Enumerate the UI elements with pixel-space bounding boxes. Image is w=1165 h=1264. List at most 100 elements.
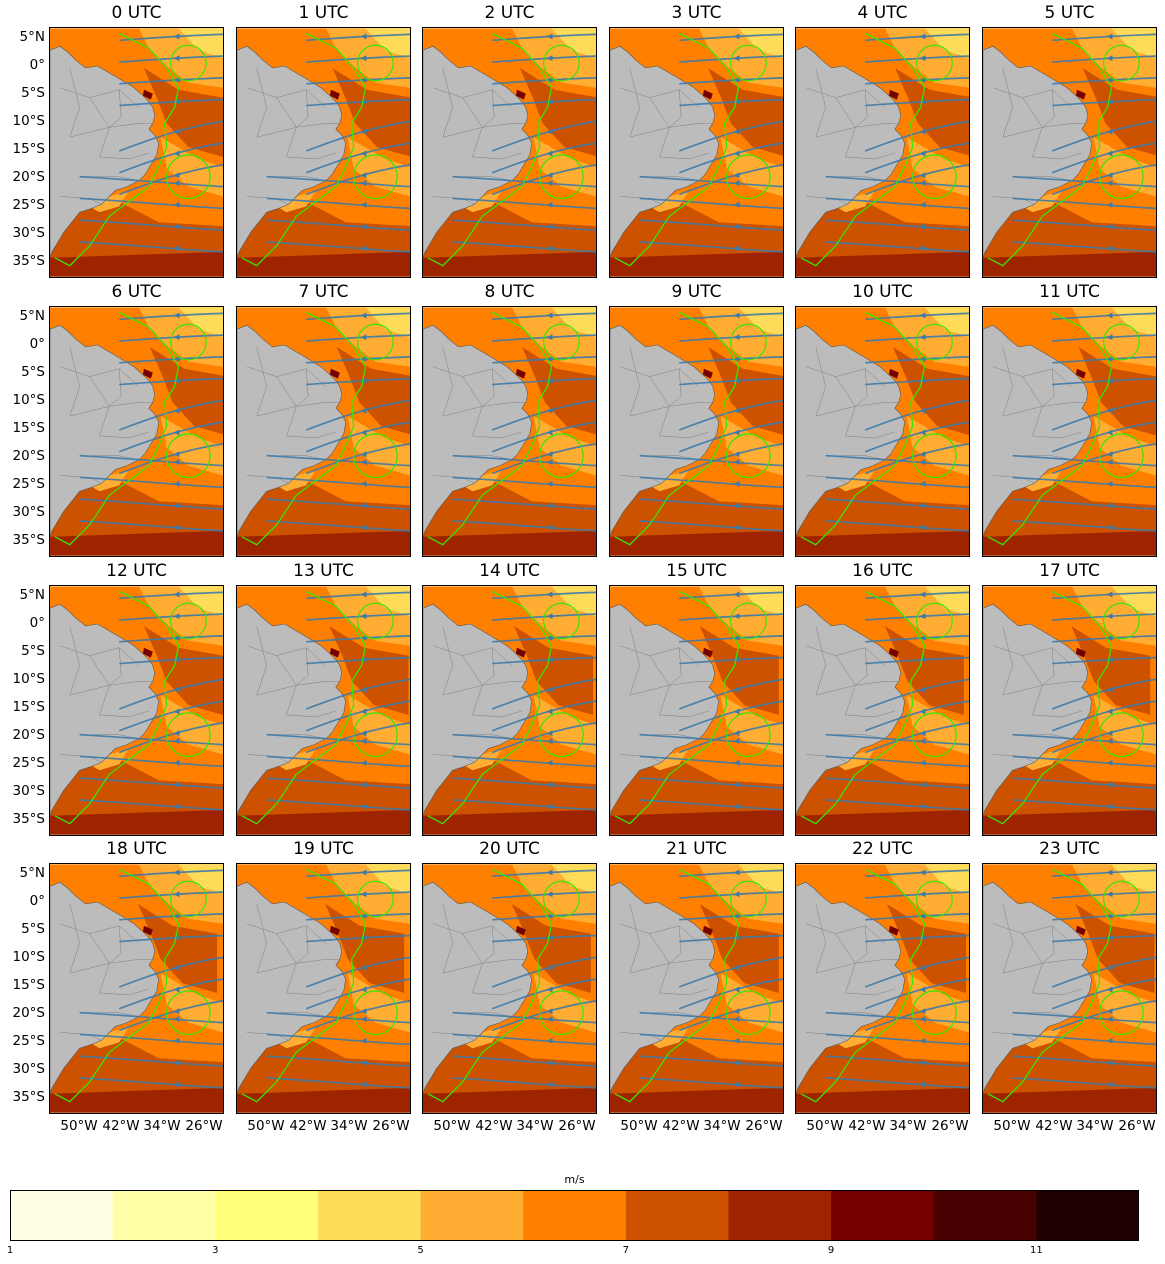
streamline — [1012, 777, 1156, 789]
wind-speed-band — [906, 973, 969, 1033]
state-boundary — [992, 366, 1043, 437]
streamline-arrow — [919, 934, 926, 941]
streamline — [865, 98, 969, 107]
wind-speed-band — [143, 625, 223, 715]
wind-speed-band — [50, 809, 223, 835]
map-panel: 13 UTC — [236, 561, 411, 836]
streamline-arrow — [360, 223, 367, 230]
state-boundary — [659, 988, 709, 996]
streamline-arrow — [546, 377, 553, 384]
streamline — [306, 891, 410, 899]
state-boundary — [1032, 431, 1082, 439]
streamline-arrow — [546, 686, 553, 693]
streamline-arrow — [1106, 524, 1113, 531]
region-boundary — [912, 433, 957, 479]
streamline-arrow — [360, 128, 367, 135]
region-boundary — [726, 990, 771, 1036]
wind-speed-band — [699, 625, 779, 715]
streamline — [678, 956, 783, 988]
streamline-arrow — [546, 480, 553, 487]
state-boundary — [462, 647, 513, 666]
streamline — [305, 443, 410, 475]
streamline-arrow — [546, 730, 553, 737]
longitude-label: 34°W — [143, 1118, 181, 1134]
state-boundary — [246, 923, 297, 994]
state-boundary — [855, 402, 899, 407]
streamline-arrow — [1106, 634, 1113, 641]
streamline-arrow — [173, 1081, 180, 1088]
streamline — [1052, 891, 1156, 899]
streamline-arrow — [1106, 738, 1113, 745]
region-boundary — [54, 32, 180, 267]
streamline-arrow — [546, 708, 553, 715]
map-panel: 12 UTC — [49, 561, 224, 836]
colorbar-tick-label: 3 — [212, 1245, 219, 1256]
wind-speed-band — [1075, 925, 1086, 936]
streamline — [491, 142, 596, 174]
state-boundary — [992, 87, 1043, 158]
streamline — [864, 164, 969, 196]
streamline-arrow — [173, 708, 180, 715]
streamline-arrow — [919, 480, 926, 487]
panel-title: 23 UTC — [1039, 839, 1100, 859]
streamline-arrow — [733, 245, 740, 252]
wind-speed-band — [329, 89, 340, 100]
state-boundary — [59, 366, 110, 437]
streamline — [639, 197, 783, 210]
region-boundary — [730, 880, 767, 918]
state-boundary — [256, 67, 267, 138]
latitude-label: 5°S — [21, 85, 45, 101]
streamline-arrow — [546, 76, 553, 83]
streamline — [1052, 98, 1156, 107]
region-boundary — [800, 32, 926, 267]
streamline-arrow — [173, 407, 180, 414]
streamline-arrow — [546, 803, 553, 810]
state-boundary — [805, 366, 856, 437]
latitude-label: 0° — [29, 893, 45, 909]
streamline — [79, 175, 223, 188]
land-area — [983, 45, 1093, 258]
streamline — [266, 219, 410, 231]
latitude-label: 5°N — [19, 865, 45, 881]
wind-speed-band — [50, 251, 223, 277]
colorbar-segment — [112, 1190, 216, 1241]
state-boundary — [855, 681, 899, 686]
state-boundary — [629, 685, 670, 696]
latitude-label: 35°S — [12, 811, 46, 827]
state-boundary — [296, 925, 309, 964]
streamline-arrow — [919, 98, 926, 105]
streamline-arrow — [1106, 33, 1113, 40]
streamline — [825, 1033, 969, 1046]
wind-speed-band — [515, 368, 526, 379]
streamline — [266, 454, 410, 467]
state-boundary — [296, 959, 340, 964]
state-boundary — [619, 87, 670, 158]
streamline — [678, 722, 783, 754]
panel-title: 6 UTC — [111, 282, 162, 302]
streamline — [119, 55, 223, 63]
streamline — [79, 498, 223, 510]
wind-speed-band — [347, 416, 410, 476]
streamline — [865, 77, 969, 85]
streamline-arrow — [173, 1059, 180, 1066]
streamline-arrow — [1106, 245, 1113, 252]
streamline — [492, 33, 596, 42]
map-panel: 9 UTC — [609, 282, 784, 557]
panel-title: 5 UTC — [1044, 3, 1095, 23]
region-boundary — [730, 323, 767, 361]
wind-speed-band — [332, 67, 410, 157]
streamline-arrow — [546, 781, 553, 788]
streamline-arrow — [733, 986, 740, 993]
state-boundary — [69, 685, 110, 696]
latitude-label: 0° — [29, 336, 45, 352]
region-boundary — [543, 44, 580, 82]
panel-title: 3 UTC — [671, 3, 722, 23]
wind-speed-band — [835, 1026, 876, 1049]
streamline-arrow — [173, 245, 180, 252]
streamline — [865, 591, 969, 600]
state-boundary — [442, 963, 483, 974]
streamline-arrow — [546, 912, 553, 919]
streamline-arrow — [360, 613, 367, 620]
streamline-arrow — [733, 223, 740, 230]
state-boundary — [619, 923, 670, 994]
